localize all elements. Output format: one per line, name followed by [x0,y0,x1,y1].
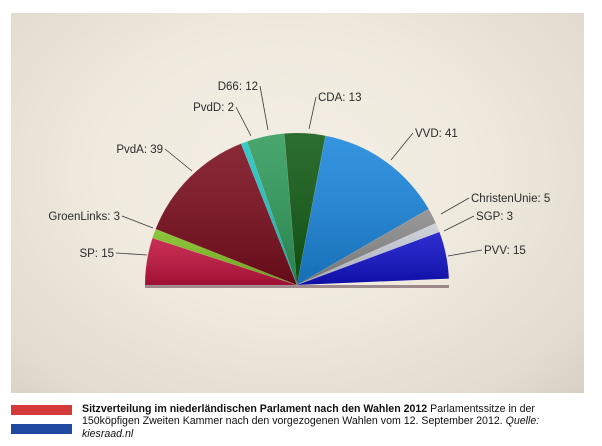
caption-source: kiesraad.nl [82,427,134,440]
leader-line-pvda [164,148,193,172]
leader-line-sgp [443,215,475,232]
leader-line-christenunie [440,197,470,215]
slice-label-sgp: SGP: 3 [476,211,513,223]
slice-shade-cda [284,132,326,285]
slice-shade-pvda [155,143,297,285]
caption-title: Sitzverteilung im niederländischen Parla… [82,403,428,415]
slice-label-cda: CDA: 13 [318,92,361,104]
caption-text: Parlamentssitze in der 150köpfigen Zweit… [82,403,535,428]
leader-line-pvdd [235,106,252,137]
slice-label-groenlinks: GroenLinks: 3 [48,211,120,223]
pie-labels: SP: 15 GroenLinks: 3 PvdA: 39 PvdD: 2 D66: 1… [48,81,550,260]
slice-shade-sp [145,238,297,285]
slice-label-sp: SP: 15 [79,248,114,260]
slice-label-vvd: VVD: 41 [415,128,458,140]
leader-line-sp [115,252,148,256]
seat-distribution-chart: SP: 15 GroenLinks: 3 PvdA: 39 PvdD: 2 D66: 1… [48,81,550,288]
caption-source-label: Quelle: [505,415,540,428]
leader-line-cda [308,96,317,130]
chart-base-rim [145,285,449,288]
figure-caption: Sitzverteilung im niederländischen Parla… [82,403,582,440]
slice-shade-pvdd [241,141,297,285]
netherlands-flag-icon [11,405,72,434]
pie-slices [144,132,450,288]
slice-label-christenunie: ChristenUnie: 5 [471,193,550,205]
slice-shade-vvd [297,135,429,285]
chart-panel: SP: 15 GroenLinks: 3 PvdA: 39 PvdD: 2 D66: 1… [11,13,584,393]
slice-shade-groenlinks [152,229,297,285]
slice-label-d66: D66: 12 [218,81,258,93]
slice-label-pvdd: PvdD: 2 [193,102,234,114]
flag-blue-stripe [11,424,72,434]
slice-label-pvv: PVV: 15 [484,245,526,257]
slice-shade-d66 [247,133,297,285]
leader-line-groenlinks [121,215,154,229]
leader-line-d66 [259,85,269,131]
slice-shade-pvv [297,232,449,285]
flag-white-stripe [11,414,72,425]
slice-shade-sgp [297,223,440,285]
leader-line-vvd [390,132,414,161]
slice-shade-christenunie [297,209,436,285]
slice-label-pvda: PvdA: 39 [116,144,163,156]
leader-line-pvv [447,249,483,257]
flag-red-stripe [11,405,72,415]
